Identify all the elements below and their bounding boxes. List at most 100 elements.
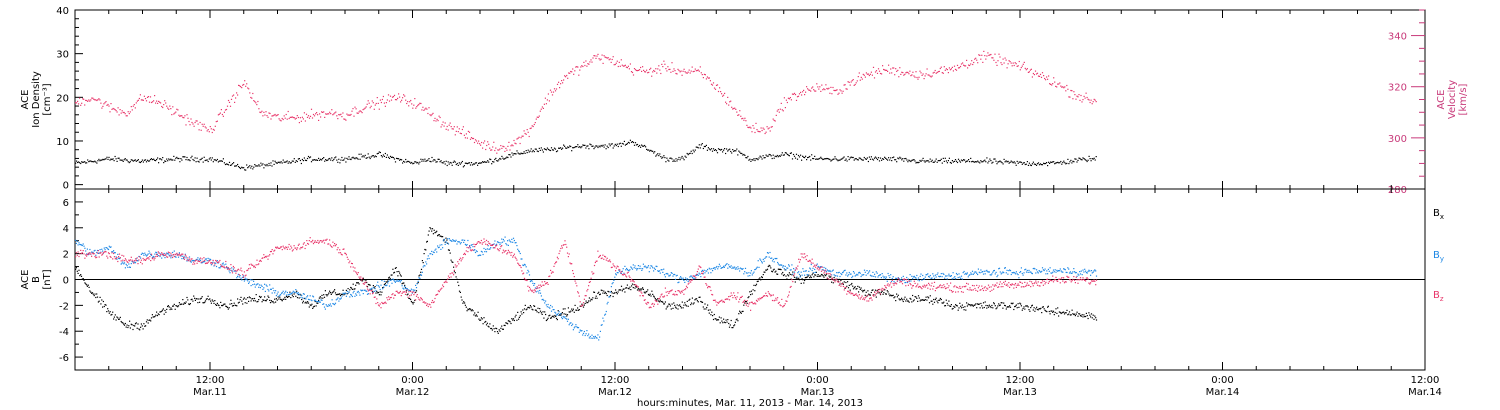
velocity-point <box>647 72 649 74</box>
bx-point <box>193 295 195 297</box>
bx-point <box>1095 319 1098 321</box>
bz-point <box>329 239 331 241</box>
velocity-point <box>615 62 617 64</box>
velocity-point <box>226 105 229 107</box>
velocity-point <box>1014 62 1016 64</box>
bz-point <box>151 258 153 260</box>
bx-point <box>941 302 943 304</box>
bz-point <box>224 267 226 269</box>
density-point <box>821 157 823 160</box>
bx-point <box>485 324 488 326</box>
bz-point <box>287 246 289 248</box>
density-point <box>672 160 674 162</box>
density-point <box>535 148 537 150</box>
velocity-point <box>849 84 851 86</box>
by-point <box>180 255 182 257</box>
velocity-point <box>541 106 543 108</box>
by-point <box>926 274 928 276</box>
velocity-point <box>209 126 211 128</box>
by-point <box>771 257 773 259</box>
bx-point <box>976 307 978 309</box>
bx-point <box>650 295 652 297</box>
velocity-point <box>914 76 916 78</box>
density-point <box>659 153 661 155</box>
bx-point <box>906 298 908 300</box>
bx-point <box>145 325 147 327</box>
bx-point <box>945 299 947 301</box>
bx-point <box>388 276 391 278</box>
bx-point <box>664 301 666 303</box>
bx-point <box>1032 309 1034 311</box>
by-point <box>555 312 557 314</box>
density-point <box>685 156 687 158</box>
density-point <box>1044 163 1046 165</box>
by-point <box>127 266 129 268</box>
bz-point <box>97 250 99 252</box>
by-point <box>885 278 887 280</box>
density-point <box>760 156 762 158</box>
density-point <box>424 158 426 160</box>
bx-point <box>197 302 199 304</box>
bz-point <box>388 298 391 300</box>
by-point <box>777 261 779 264</box>
velocity-point <box>837 93 839 95</box>
bx-point <box>600 289 602 291</box>
density-point <box>944 157 946 159</box>
by-point <box>437 245 439 247</box>
velocity-point <box>869 73 871 75</box>
by-point <box>1087 270 1089 273</box>
by-point <box>851 276 853 279</box>
bx-point <box>636 289 639 291</box>
bx-point <box>946 302 948 304</box>
bx-point <box>982 307 984 309</box>
by-point <box>663 268 665 270</box>
bz-point <box>383 302 385 304</box>
bz-series <box>75 237 1098 311</box>
bx-point <box>573 311 575 313</box>
density-point <box>153 158 155 160</box>
bx-point <box>723 318 725 320</box>
bz-point <box>199 260 201 263</box>
by-point <box>470 244 472 246</box>
bz-point <box>372 292 374 294</box>
bx-point <box>537 307 539 309</box>
by-point <box>840 272 842 275</box>
bz-point <box>221 265 223 268</box>
velocity-point <box>970 63 972 65</box>
bx-point <box>955 304 957 306</box>
bx-point <box>417 282 419 284</box>
bz-point <box>183 257 185 259</box>
by-point <box>325 304 327 306</box>
velocity-point <box>779 108 781 110</box>
bx-point <box>926 299 928 301</box>
density-point <box>522 152 524 155</box>
by-point <box>269 284 271 286</box>
velocity-point <box>532 125 534 128</box>
bz-point <box>467 251 469 253</box>
bx-point <box>527 306 529 309</box>
density-point <box>135 160 137 162</box>
by-point <box>334 304 336 306</box>
density-point <box>128 162 130 164</box>
bx-point <box>902 300 904 303</box>
bx-point <box>735 319 737 321</box>
by-point <box>802 268 804 270</box>
velocity-point <box>741 118 743 120</box>
bx-point <box>251 298 253 300</box>
velocity-point <box>170 108 172 110</box>
density-point <box>436 161 438 163</box>
bx-point <box>555 317 558 320</box>
bx-point <box>817 274 819 276</box>
bx-point <box>237 298 239 300</box>
density-point <box>763 157 765 159</box>
bx-point <box>141 325 143 327</box>
velocity-point <box>524 132 526 135</box>
bz-point <box>374 296 376 298</box>
density-point <box>483 161 485 163</box>
density-point <box>392 157 395 159</box>
velocity-point <box>1071 90 1073 92</box>
velocity-point <box>478 140 480 142</box>
by-point <box>80 244 82 246</box>
velocity-point <box>304 120 306 122</box>
velocity-point <box>1061 86 1063 88</box>
